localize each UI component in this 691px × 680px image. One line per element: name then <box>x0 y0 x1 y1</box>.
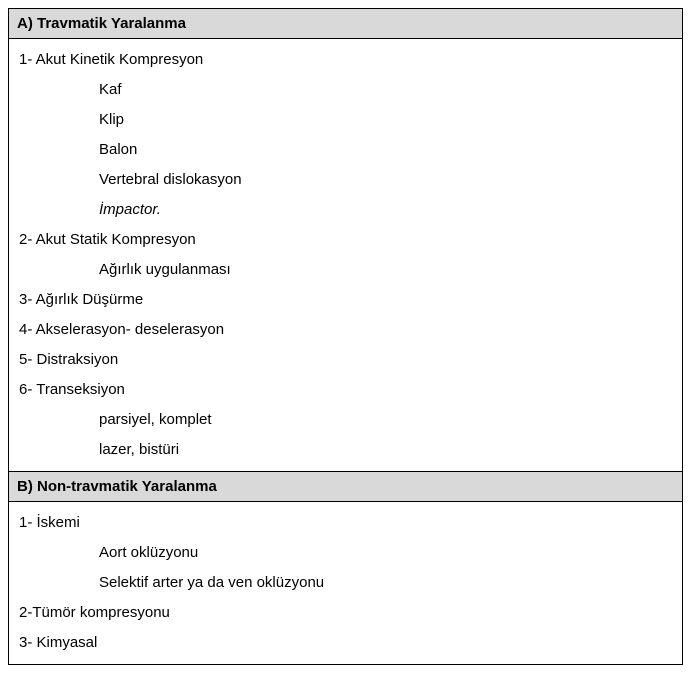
section-header-b-text: B) Non-travmatik Yaralanma <box>17 478 217 495</box>
item-text: İmpactor. <box>99 201 161 218</box>
list-item: parsiyel, komplet <box>19 405 674 435</box>
list-item: İmpactor. <box>19 195 674 225</box>
item-text: 3- Ağırlık Düşürme <box>19 291 143 308</box>
item-text: 1- Akut Kinetik Kompresyon <box>19 51 203 68</box>
section-header-a-text: A) Travmatik Yaralanma <box>17 15 186 32</box>
list-item: 1- Akut Kinetik Kompresyon <box>19 45 674 75</box>
item-text: Aort oklüzyonu <box>99 544 198 561</box>
item-text: Selektif arter ya da ven oklüzyonu <box>99 574 324 591</box>
list-item: 3- Kimyasal <box>19 628 674 658</box>
item-text: parsiyel, komplet <box>99 411 212 428</box>
section-header-b: B) Non-travmatik Yaralanma <box>9 472 682 502</box>
list-item: 3- Ağırlık Düşürme <box>19 285 674 315</box>
item-text: Kaf <box>99 81 122 98</box>
list-item: Ağırlık uygulanması <box>19 255 674 285</box>
item-text: Ağırlık uygulanması <box>99 261 231 278</box>
list-item: Selektif arter ya da ven oklüzyonu <box>19 568 674 598</box>
item-text: 2- Akut Statik Kompresyon <box>19 231 196 248</box>
item-text: 5- Distraksiyon <box>19 351 118 368</box>
list-item: Klip <box>19 105 674 135</box>
list-item: Balon <box>19 135 674 165</box>
classification-table: A) Travmatik Yaralanma 1- Akut Kinetik K… <box>8 8 683 665</box>
list-item: 4- Akselerasyon- deselerasyon <box>19 315 674 345</box>
item-text: 4- Akselerasyon- deselerasyon <box>19 321 224 338</box>
section-header-a: A) Travmatik Yaralanma <box>9 9 682 39</box>
item-text: lazer, bistüri <box>99 441 179 458</box>
list-item: lazer, bistüri <box>19 435 674 465</box>
list-item: 1- İskemi <box>19 508 674 538</box>
list-item: Aort oklüzyonu <box>19 538 674 568</box>
item-text: 3- Kimyasal <box>19 634 97 651</box>
item-text: 1- İskemi <box>19 514 80 531</box>
item-text: Balon <box>99 141 137 158</box>
item-text: Klip <box>99 111 124 128</box>
section-body-a: 1- Akut Kinetik Kompresyon Kaf Klip Balo… <box>9 39 682 472</box>
item-text: 6- Transeksiyon <box>19 381 125 398</box>
list-item: Vertebral dislokasyon <box>19 165 674 195</box>
item-text: 2-Tümör kompresyonu <box>19 604 170 621</box>
list-item: 6- Transeksiyon <box>19 375 674 405</box>
list-item: 5- Distraksiyon <box>19 345 674 375</box>
section-body-b: 1- İskemi Aort oklüzyonu Selektif arter … <box>9 502 682 664</box>
item-text: Vertebral dislokasyon <box>99 171 242 188</box>
list-item: 2-Tümör kompresyonu <box>19 598 674 628</box>
list-item: Kaf <box>19 75 674 105</box>
list-item: 2- Akut Statik Kompresyon <box>19 225 674 255</box>
